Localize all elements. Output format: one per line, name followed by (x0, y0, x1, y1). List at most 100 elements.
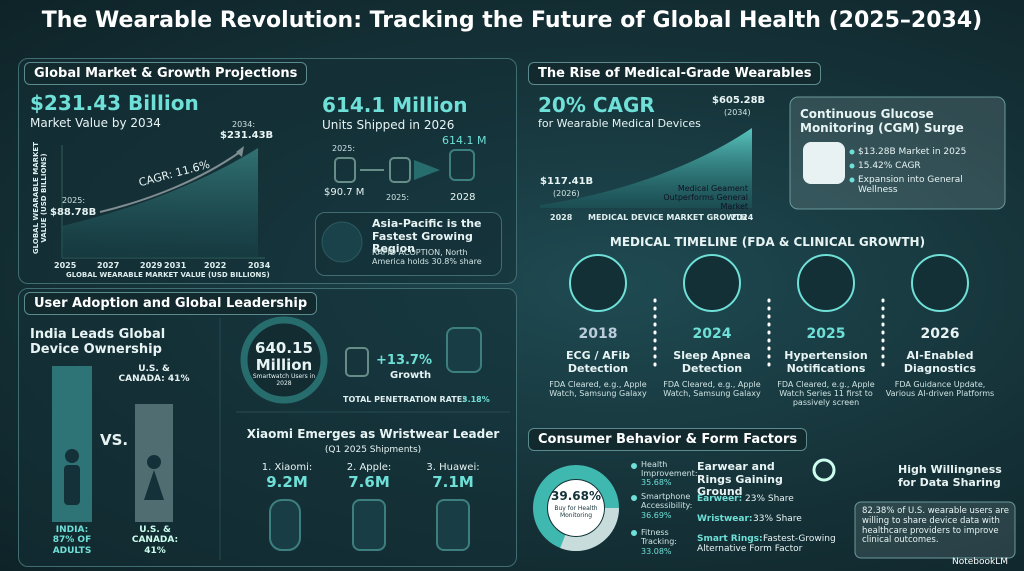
ring-icon (812, 458, 836, 482)
legend-label: Fitness Tracking: (641, 528, 677, 547)
point-value: $88.78B (50, 207, 97, 218)
timeline-detail: FDA Guidance Update, Various AI-driven P… (885, 380, 995, 399)
sharing-text: 82.38% of U.S. wearable users are willin… (862, 506, 1009, 546)
donut-caption: Buy for Health Monitoring (554, 505, 598, 519)
timeline-year: 2018 (578, 326, 618, 342)
bullets (849, 149, 855, 183)
timeline-detail: FDA Cleared, e.g., Apple Watch Series 11… (777, 380, 875, 408)
brand-value: 7.6M (348, 473, 390, 491)
panel (18, 288, 517, 567)
caption: Units Shipped in 2026 (322, 118, 455, 132)
axis-label: MEDICAL DEVICE MARKET GROWTH (588, 213, 748, 222)
x-label: 2022 (204, 261, 227, 270)
form-label: Earweer: (697, 494, 743, 504)
donut-value: 39.68% (551, 489, 601, 503)
point-label: 2025: (62, 196, 86, 205)
brand-label: 1. Xiaomi: (261, 462, 313, 473)
section-heading: The Rise of Medical-Grade Wearables (528, 62, 822, 85)
headline-value: 614.1 Million (322, 93, 468, 117)
penetration-value: 3.18% (462, 395, 490, 404)
timeline-name: Sleep Apnea Detection (673, 349, 751, 375)
timeline-name: ECG / AFib Detection (566, 349, 630, 375)
brand: NotebookLM (952, 557, 1009, 567)
axis-label: 2024 (731, 213, 754, 222)
region-title: Asia-Pacific is the Fastest Growing Regi… (372, 217, 482, 256)
subtitle: (Q1 2025 Shipments) (324, 445, 422, 455)
bar-label: U.S. & CANADA: 41% (118, 364, 190, 385)
timeline-dots (653, 298, 885, 372)
brand-label: 2. Apple: (346, 462, 392, 473)
timeline-icons (569, 254, 969, 312)
point-value: $117.41B (540, 176, 594, 187)
sharing-title: High Willingness for Data Sharing (898, 463, 1002, 489)
label: 2028 (450, 192, 476, 203)
x-label: 2029 (140, 261, 163, 270)
value: 614.1 M (442, 134, 487, 147)
bullet: $13.28B Market in 2025 (858, 147, 967, 157)
label: 2025: (332, 144, 356, 153)
bar-label: U.S. & CANADA: 41% (131, 525, 179, 556)
region-box (315, 212, 502, 276)
label: 2025: (386, 193, 410, 202)
sharing-box (854, 501, 1016, 559)
x-label: 2031 (164, 261, 187, 270)
section-heading: Global Market & Growth Projections (24, 62, 308, 85)
users-value: 640.15 Million (255, 339, 313, 375)
timeline-title: MEDICAL TIMELINE (FDA & CLINICAL GROWTH) (609, 235, 926, 249)
point-label: 2034: (232, 120, 256, 129)
users-caption: Smartwatch Users in 2028 (252, 373, 316, 387)
timeline-name: AI-Enabled Diagnostics (903, 349, 977, 375)
cgm-title: Continuous Glucose Monitoring (CGM) Surg… (800, 107, 964, 135)
timeline-name: Hypertension Notifications (784, 349, 868, 375)
bullet: 15.42% CAGR (858, 161, 921, 171)
cgm-box (789, 96, 1006, 210)
timeline-year: 2025 (806, 326, 846, 342)
growth-label: Growth (390, 370, 432, 381)
x-label: 2027 (97, 261, 120, 270)
legend-label: Smartphone Accessibility: (641, 492, 693, 511)
brand-label: 3. Huawei: (426, 462, 480, 473)
section-heading: User Adoption and Global Leadership (24, 292, 318, 315)
timeline-detail: FDA Cleared, e.g., Apple Watch, Samsung … (549, 380, 647, 399)
timeline-year: 2024 (692, 326, 732, 342)
point-value: $231.43B (220, 130, 274, 141)
versus: VS. (100, 431, 129, 449)
axis-label: GLOBAL WEARABLE MARKET VALUE (USD BILLIO… (66, 271, 270, 279)
medical-area (540, 128, 752, 208)
form-value: 23% Share (745, 494, 794, 504)
bar-label: INDIA: 87% OF ADULTS (52, 525, 92, 556)
penetration-label: TOTAL PENETRATION RATE: (343, 395, 466, 404)
donut-center (548, 480, 604, 536)
legend-value: 35.68% (641, 478, 672, 487)
brand-value: 7.1M (432, 473, 474, 491)
page-title: The Wearable Revolution: Tracking the Fu… (41, 8, 983, 33)
point-value: $605.28B (712, 95, 766, 106)
bullet: Expansion into General Wellness (858, 175, 963, 196)
section-heading: Consumer Behavior & Form Factors (528, 428, 808, 451)
legend-value: 33.08% (641, 547, 672, 556)
forms-title: Earwear and Rings Gaining Ground (697, 460, 783, 499)
donut-segment (533, 465, 619, 551)
point-label: (2034) (724, 108, 751, 117)
legend-value: 36.69% (641, 511, 672, 520)
headline-value: 20% CAGR (538, 93, 655, 117)
axis-label: 2028 (550, 213, 573, 222)
growth-value: +13.7% (376, 353, 432, 368)
timeline-detail: FDA Cleared, e.g., Apple Watch, Samsung … (663, 380, 761, 399)
note: Medical Geament Outperforms General Mark… (663, 184, 748, 212)
form-label: Wristwear: (697, 514, 753, 524)
brand-value: 9.2M (266, 473, 308, 491)
region-note: RAPID ACOPTION, North America holds 30.8… (372, 248, 482, 267)
caption: for Wearable Medical Devices (538, 117, 701, 130)
form-value: Fastest-Growing Alternative Form Factor (697, 534, 836, 555)
headline-value: $231.43 Billion (30, 91, 199, 115)
subheading: Xiaomi Emerges as Wristwear Leader (246, 427, 500, 441)
timeline-year: 2026 (920, 326, 960, 342)
subheading: India Leads Global Device Ownership (30, 327, 166, 357)
value: $90.7 M (324, 187, 365, 198)
x-label: 2034 (248, 261, 271, 270)
cgm-icon (803, 142, 845, 184)
form-value: 33% Share (753, 514, 802, 524)
caption: Market Value by 2034 (30, 116, 161, 130)
